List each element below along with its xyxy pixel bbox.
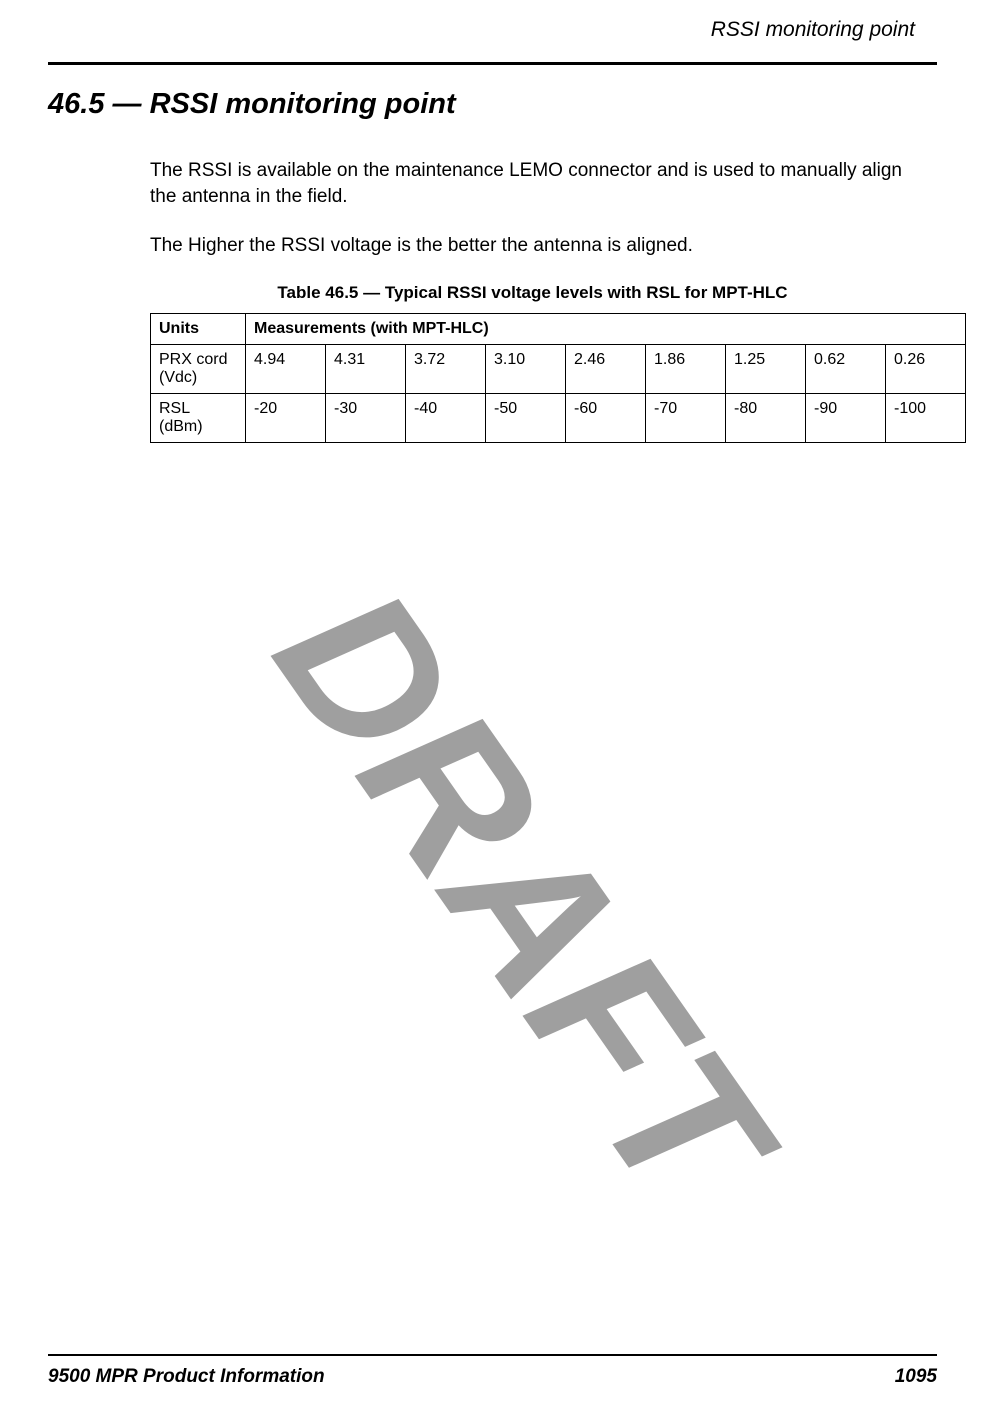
cell-value: 3.10: [486, 344, 566, 393]
footer-page-number: 1095: [895, 1366, 937, 1388]
cell-value: 4.94: [246, 344, 326, 393]
table-caption: Table 46.5 — Typical RSSI voltage levels…: [150, 283, 915, 303]
rssi-table: Units Measurements (with MPT-HLC) PRX co…: [150, 313, 966, 443]
cell-value: -40: [406, 393, 486, 442]
footer-rule: [48, 1354, 937, 1356]
cell-value: -30: [326, 393, 406, 442]
section-title: RSSI monitoring point: [150, 88, 456, 120]
cell-unit: PRX cord (Vdc): [151, 344, 246, 393]
body-column: The RSSI is available on the maintenance…: [150, 158, 915, 443]
table-header-row: Units Measurements (with MPT-HLC): [151, 313, 966, 344]
cell-value: -80: [726, 393, 806, 442]
header-rule: [48, 62, 937, 65]
cell-value: -20: [246, 393, 326, 442]
table-caption-prefix: Table 46.5 —: [277, 283, 380, 302]
cell-value: -90: [806, 393, 886, 442]
cell-value: 1.25: [726, 344, 806, 393]
cell-value: 4.31: [326, 344, 406, 393]
cell-value: -50: [486, 393, 566, 442]
paragraph-1: The RSSI is available on the maintenance…: [150, 158, 915, 209]
footer-doc-title: 9500 MPR Product Information: [48, 1366, 325, 1388]
cell-value: 3.72: [406, 344, 486, 393]
table-row: RSL (dBm) -20 -30 -40 -50 -60 -70 -80 -9…: [151, 393, 966, 442]
section-dash: —: [113, 88, 142, 120]
cell-value: 1.86: [646, 344, 726, 393]
col-header-units: Units: [151, 313, 246, 344]
paragraph-2: The Higher the RSSI voltage is the bette…: [150, 233, 915, 259]
cell-value: 0.26: [886, 344, 966, 393]
running-header: RSSI monitoring point: [711, 18, 915, 42]
section-number: 46.5: [48, 88, 104, 120]
cell-value: -70: [646, 393, 726, 442]
section-heading: 46.5 — RSSI monitoring point: [48, 88, 456, 121]
cell-value: -100: [886, 393, 966, 442]
page: RSSI monitoring point 46.5 — RSSI monito…: [0, 0, 985, 1418]
table-caption-title: Typical RSSI voltage levels with RSL for…: [385, 283, 788, 302]
cell-value: 2.46: [566, 344, 646, 393]
cell-unit: RSL (dBm): [151, 393, 246, 442]
col-header-measurements: Measurements (with MPT-HLC): [246, 313, 966, 344]
cell-value: 0.62: [806, 344, 886, 393]
table-row: PRX cord (Vdc) 4.94 4.31 3.72 3.10 2.46 …: [151, 344, 966, 393]
cell-value: -60: [566, 393, 646, 442]
draft-watermark: DRAFT: [230, 548, 813, 1243]
